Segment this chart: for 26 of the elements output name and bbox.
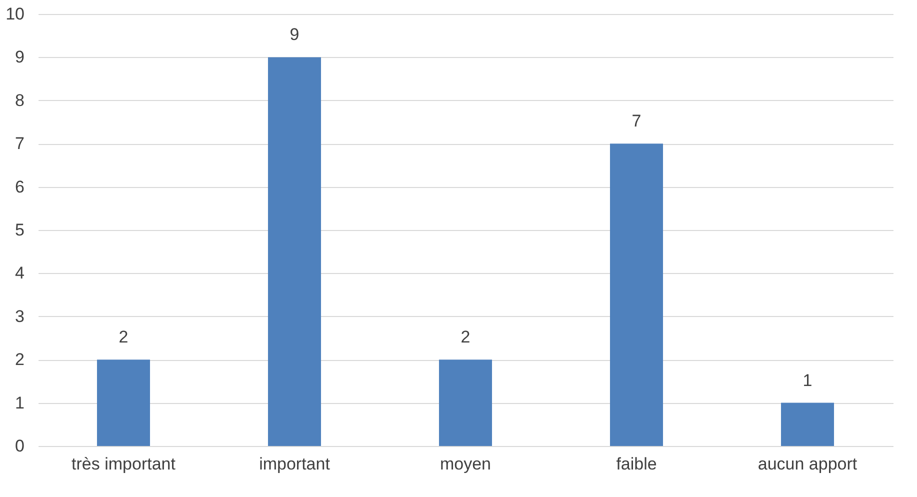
bar bbox=[780, 402, 834, 446]
y-tick-label: 2 bbox=[15, 350, 24, 370]
data-label: 7 bbox=[632, 112, 642, 131]
y-tick-label: 9 bbox=[15, 48, 24, 67]
bar bbox=[610, 144, 664, 446]
y-tick-label: 8 bbox=[15, 90, 24, 110]
y-tick-label: 1 bbox=[15, 393, 24, 412]
y-tick-label: 3 bbox=[15, 306, 24, 326]
y-tick-label: 5 bbox=[15, 220, 24, 240]
y-tick-label: 0 bbox=[15, 436, 24, 456]
y-tick-label: 7 bbox=[15, 134, 24, 154]
data-label: 1 bbox=[802, 370, 812, 390]
bar bbox=[268, 57, 322, 446]
y-tick-label: 10 bbox=[6, 4, 24, 24]
x-tick-label: aucun apport bbox=[758, 454, 858, 474]
x-tick-label: important bbox=[259, 454, 330, 474]
y-tick-label: 6 bbox=[15, 177, 24, 196]
data-label: 2 bbox=[460, 328, 470, 347]
x-tick-label: moyen bbox=[440, 454, 492, 474]
data-label: 2 bbox=[118, 328, 128, 347]
x-tick-label: faible bbox=[616, 454, 657, 474]
bar bbox=[438, 360, 492, 446]
x-tick-label: très important bbox=[72, 454, 176, 474]
y-tick-label: 4 bbox=[15, 264, 24, 283]
bar bbox=[96, 360, 150, 446]
data-label: 9 bbox=[290, 25, 300, 44]
